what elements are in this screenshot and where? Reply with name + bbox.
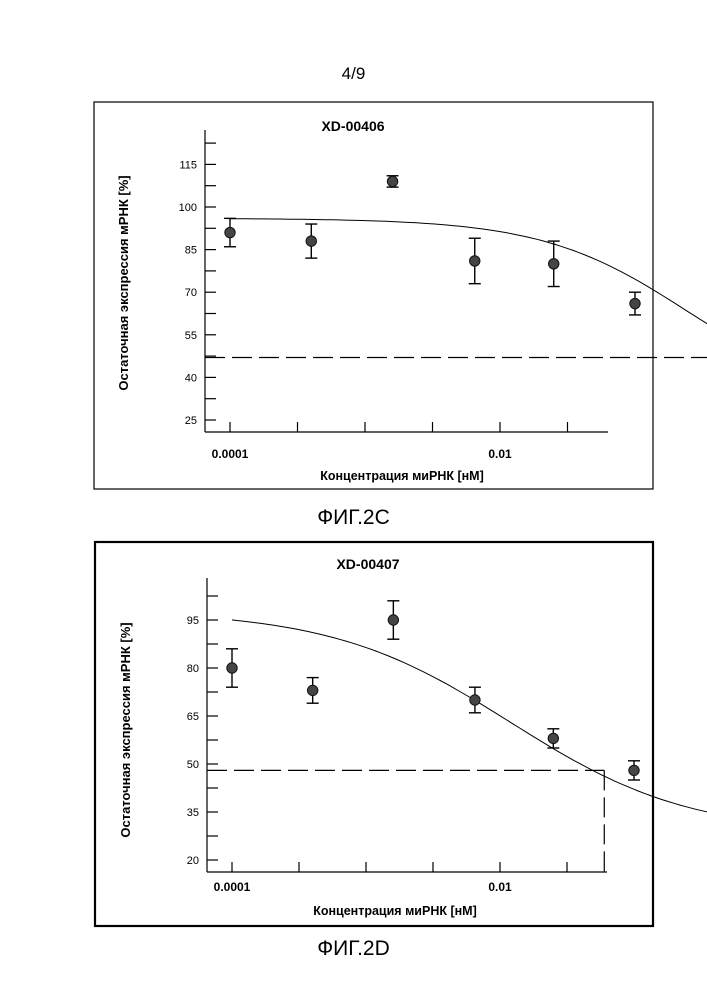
data-point xyxy=(306,684,319,697)
fit-curve xyxy=(230,218,707,325)
y-tick-label: 35 xyxy=(187,807,199,819)
x-tick-label: 0.01 xyxy=(488,447,512,461)
y-tick-label: 70 xyxy=(185,287,197,299)
x-tick-label: 0.0001 xyxy=(212,447,249,461)
y-tick-label: 85 xyxy=(185,245,197,257)
chart-title: XD-00407 xyxy=(336,556,399,572)
x-tick-label: 0.0001 xyxy=(214,880,251,894)
data-point-group xyxy=(468,686,481,714)
x-axis-label: Концентрация миРНК [нМ] xyxy=(320,469,484,483)
data-point xyxy=(226,662,238,674)
data-point-group xyxy=(305,223,318,259)
y-axis-label: Остаточная экспрессия мРНК [%] xyxy=(118,622,133,837)
data-point-group xyxy=(224,217,236,248)
figure-caption-2c: ФИГ.2C xyxy=(317,506,390,529)
data-point-group xyxy=(387,600,400,640)
data-point xyxy=(386,175,399,188)
data-point-group xyxy=(628,760,640,781)
data-point-group xyxy=(547,240,560,288)
chart-frame xyxy=(93,101,654,490)
data-point-group xyxy=(386,175,399,188)
data-point xyxy=(628,764,640,777)
y-tick-label: 100 xyxy=(179,202,197,214)
data-point xyxy=(548,258,560,270)
chart-frame xyxy=(93,540,655,928)
data-point xyxy=(224,226,236,239)
data-point-group xyxy=(547,728,560,749)
y-tick-label: 20 xyxy=(187,855,199,867)
data-point xyxy=(629,297,641,310)
y-tick-label: 25 xyxy=(185,415,197,427)
chart-0: 25405570851001150.00010.011XD-00406Конце… xyxy=(93,101,707,490)
data-point-group xyxy=(306,676,319,704)
data-point xyxy=(305,235,317,247)
y-tick-label: 80 xyxy=(187,663,199,675)
data-point xyxy=(387,614,400,626)
y-tick-label: 95 xyxy=(187,615,199,627)
data-point xyxy=(547,732,560,745)
data-point-group xyxy=(468,237,481,285)
y-tick-label: 50 xyxy=(187,759,199,771)
y-tick-label: 40 xyxy=(185,372,197,384)
chart-1: 2035506580950.00010.011XD-00407Концентра… xyxy=(93,540,707,928)
data-point xyxy=(469,694,481,706)
figure-caption-2d: ФИГ.2D xyxy=(317,937,390,960)
y-tick-label: 65 xyxy=(187,711,199,723)
x-axis-label: Концентрация миРНК [нМ] xyxy=(313,904,477,918)
chart-title: XD-00406 xyxy=(321,118,384,134)
page-number: 4/9 xyxy=(341,64,366,83)
data-point-group xyxy=(629,291,641,316)
y-axis-label: Остаточная экспрессия мРНК [%] xyxy=(116,175,131,390)
data-point-group xyxy=(226,648,238,688)
y-tick-label: 55 xyxy=(185,330,197,342)
data-point xyxy=(469,255,481,267)
fit-curve xyxy=(231,619,707,813)
x-tick-label: 0.01 xyxy=(488,880,512,894)
y-tick-label: 115 xyxy=(179,159,197,171)
